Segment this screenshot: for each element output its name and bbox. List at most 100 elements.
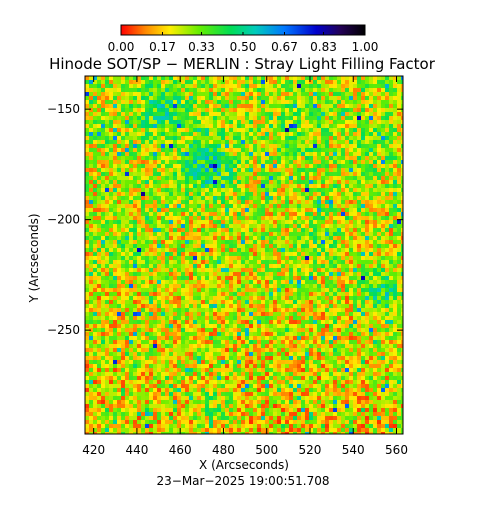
heatmap-cell bbox=[345, 160, 350, 165]
heatmap-cell bbox=[193, 240, 198, 245]
heatmap-cell bbox=[289, 184, 294, 189]
heatmap-cell bbox=[89, 164, 94, 169]
heatmap-cell bbox=[257, 308, 262, 313]
heatmap-cell bbox=[265, 116, 270, 121]
heatmap-cell bbox=[293, 76, 298, 81]
heatmap-cell bbox=[97, 152, 102, 157]
heatmap-cell bbox=[265, 304, 270, 309]
heatmap-cell bbox=[301, 148, 306, 153]
heatmap-cell bbox=[169, 140, 174, 145]
heatmap-cell bbox=[117, 312, 122, 317]
heatmap-cell bbox=[125, 208, 130, 213]
heatmap-cell bbox=[393, 188, 398, 193]
heatmap-cell bbox=[225, 260, 230, 265]
heatmap-cell bbox=[141, 312, 146, 317]
heatmap-cell bbox=[201, 308, 206, 313]
heatmap-cell bbox=[189, 168, 194, 173]
heatmap-cell bbox=[381, 320, 386, 325]
heatmap-cell bbox=[229, 176, 234, 181]
heatmap-cell bbox=[317, 192, 322, 197]
heatmap-cell bbox=[101, 300, 106, 305]
heatmap-cell bbox=[161, 208, 166, 213]
heatmap-cell bbox=[165, 112, 170, 117]
heatmap-cell bbox=[349, 136, 354, 141]
heatmap-cell bbox=[337, 200, 342, 205]
heatmap-cell bbox=[269, 252, 274, 257]
heatmap-cell bbox=[193, 132, 198, 137]
heatmap-cell bbox=[281, 204, 286, 209]
heatmap-cell bbox=[329, 108, 334, 113]
heatmap-cell bbox=[361, 284, 366, 289]
heatmap-cell bbox=[261, 112, 266, 117]
heatmap-cell bbox=[121, 188, 126, 193]
heatmap-cell bbox=[89, 324, 94, 329]
heatmap-cell bbox=[201, 320, 206, 325]
heatmap-cell bbox=[277, 116, 282, 121]
heatmap-cell bbox=[93, 224, 98, 229]
heatmap-cell bbox=[217, 172, 222, 177]
heatmap-cell bbox=[117, 76, 122, 81]
heatmap-cell bbox=[205, 312, 210, 317]
heatmap-cell bbox=[333, 284, 338, 289]
heatmap-cell bbox=[309, 156, 314, 161]
heatmap-cell bbox=[129, 132, 134, 137]
heatmap-cell bbox=[349, 288, 354, 293]
heatmap-cell bbox=[265, 164, 270, 169]
heatmap-cell bbox=[89, 284, 94, 289]
heatmap-cell bbox=[137, 200, 142, 205]
heatmap-cell bbox=[309, 240, 314, 245]
heatmap-cell bbox=[249, 248, 254, 253]
heatmap-cell bbox=[141, 80, 146, 85]
heatmap-cell bbox=[265, 276, 270, 281]
heatmap-cell bbox=[245, 240, 250, 245]
heatmap-cell bbox=[221, 168, 226, 173]
heatmap-cell bbox=[193, 156, 198, 161]
heatmap-cell bbox=[169, 320, 174, 325]
heatmap-cell bbox=[121, 168, 126, 173]
heatmap-cell bbox=[349, 220, 354, 225]
heatmap-cell bbox=[249, 260, 254, 265]
heatmap-cell bbox=[273, 160, 278, 165]
heatmap-cell bbox=[145, 116, 150, 121]
heatmap-cell bbox=[117, 200, 122, 205]
heatmap-cell bbox=[157, 268, 162, 273]
heatmap-cell bbox=[161, 228, 166, 233]
heatmap-cell bbox=[289, 308, 294, 313]
heatmap-cell bbox=[373, 76, 378, 81]
heatmap-cell bbox=[321, 152, 326, 157]
heatmap-cell bbox=[209, 244, 214, 249]
heatmap-cell bbox=[289, 304, 294, 309]
heatmap-cell bbox=[149, 92, 154, 97]
heatmap-cell bbox=[237, 276, 242, 281]
heatmap-cell bbox=[321, 192, 326, 197]
heatmap-cell bbox=[169, 172, 174, 177]
heatmap-cell bbox=[233, 160, 238, 165]
heatmap-cell bbox=[289, 152, 294, 157]
heatmap-cell bbox=[161, 268, 166, 273]
heatmap-cell bbox=[401, 124, 403, 129]
heatmap-cell bbox=[105, 248, 110, 253]
heatmap-cell bbox=[137, 292, 142, 297]
heatmap-cell bbox=[133, 280, 138, 285]
heatmap-cell bbox=[349, 112, 354, 117]
heatmap-cell bbox=[245, 236, 250, 241]
heatmap-cell bbox=[249, 196, 254, 201]
heatmap-cell bbox=[249, 284, 254, 289]
heatmap-cell bbox=[209, 256, 214, 261]
heatmap-cell bbox=[97, 112, 102, 117]
heatmap-cell bbox=[353, 316, 358, 321]
heatmap-cell bbox=[245, 140, 250, 145]
heatmap-cell bbox=[321, 176, 326, 181]
heatmap-cell bbox=[197, 188, 202, 193]
heatmap-cell bbox=[253, 92, 258, 97]
heatmap-cell bbox=[325, 168, 330, 173]
heatmap-cell bbox=[393, 204, 398, 209]
heatmap-cell bbox=[269, 284, 274, 289]
heatmap-cell bbox=[245, 160, 250, 165]
heatmap-cell bbox=[173, 184, 178, 189]
heatmap-cell bbox=[157, 280, 162, 285]
heatmap-cell bbox=[289, 208, 294, 213]
heatmap-cell bbox=[301, 84, 306, 89]
heatmap-cell bbox=[285, 308, 290, 313]
heatmap-cell bbox=[389, 80, 394, 85]
